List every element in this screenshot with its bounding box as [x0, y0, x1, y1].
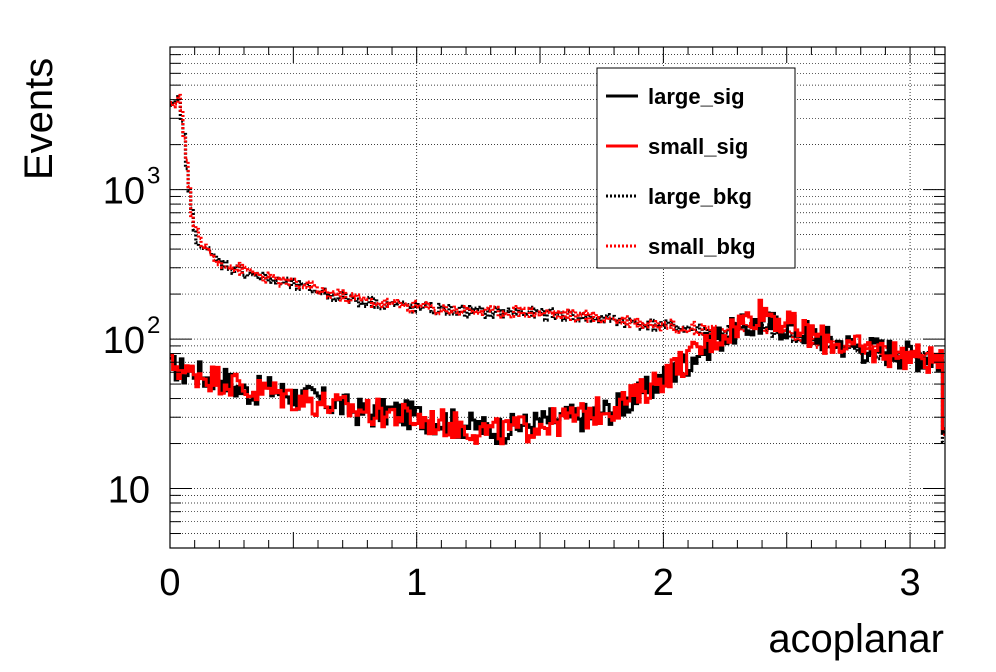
- legend: large_sig small_sig large_bkg small_bkg: [596, 67, 796, 269]
- grid-lines: [170, 46, 945, 549]
- series-curves: [170, 93, 945, 446]
- axes: [169, 46, 946, 549]
- y-tick-label: 10: [103, 320, 145, 362]
- legend-label: large_bkg: [648, 184, 752, 209]
- plot-frame: [169, 46, 946, 549]
- legend-box: [596, 67, 796, 269]
- x-tick-label: 1: [406, 562, 427, 604]
- x-tick-label: 3: [899, 562, 920, 604]
- series-line-large-bkg: [170, 95, 945, 444]
- x-tick-label: 0: [159, 562, 180, 604]
- y-tick-label: 10: [108, 470, 150, 512]
- x-tick-labels: 0 1 2 3: [159, 562, 920, 604]
- series-line-small-sig: [170, 298, 945, 446]
- y-tick-exponent: 2: [147, 312, 160, 339]
- y-axis-title: Events: [17, 58, 61, 180]
- y-tick-label: 10: [103, 171, 145, 213]
- x-tick-label: 2: [653, 562, 674, 604]
- x-axis-title: acoplanar: [768, 617, 944, 661]
- y-tick-exponent: 3: [147, 163, 160, 190]
- legend-label: small_sig: [648, 134, 748, 159]
- legend-label: small_bkg: [648, 234, 756, 259]
- legend-label: large_sig: [648, 84, 745, 109]
